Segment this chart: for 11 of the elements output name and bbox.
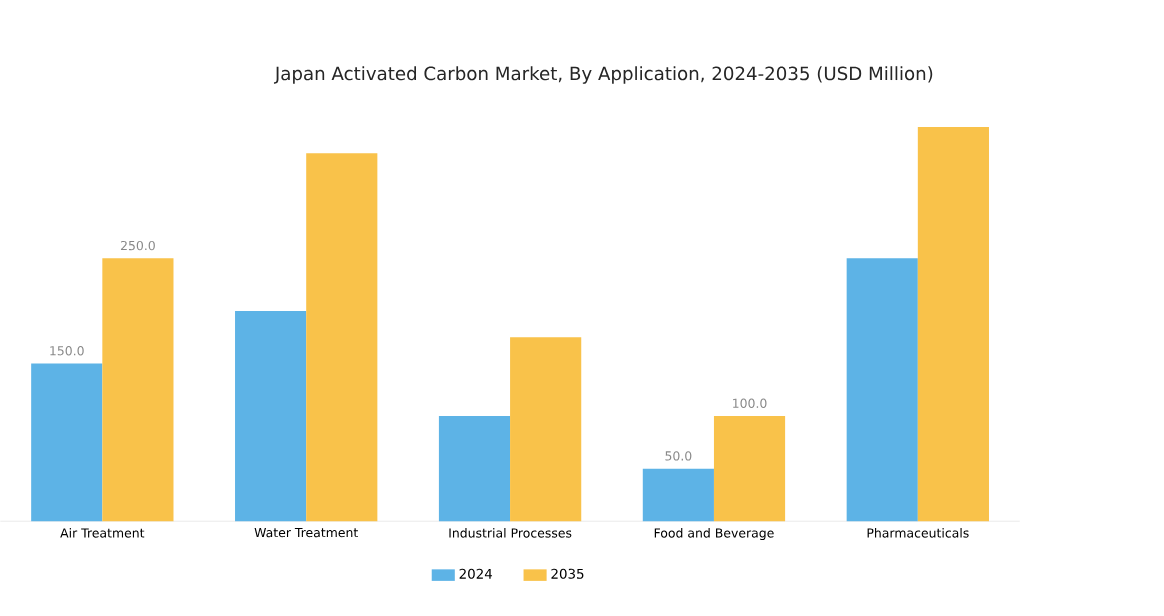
chart-title: Japan Activated Carbon Market, By Application, 2024-2035 (USD Million) bbox=[273, 66, 933, 85]
bar bbox=[102, 258, 174, 522]
bar bbox=[438, 416, 511, 522]
bar bbox=[235, 311, 307, 522]
bar bbox=[846, 258, 918, 522]
bar bbox=[642, 468, 714, 522]
bar bbox=[510, 337, 582, 522]
bar bbox=[917, 127, 989, 522]
bar bbox=[31, 363, 103, 522]
bar bbox=[713, 416, 786, 522]
bar bbox=[306, 153, 378, 522]
